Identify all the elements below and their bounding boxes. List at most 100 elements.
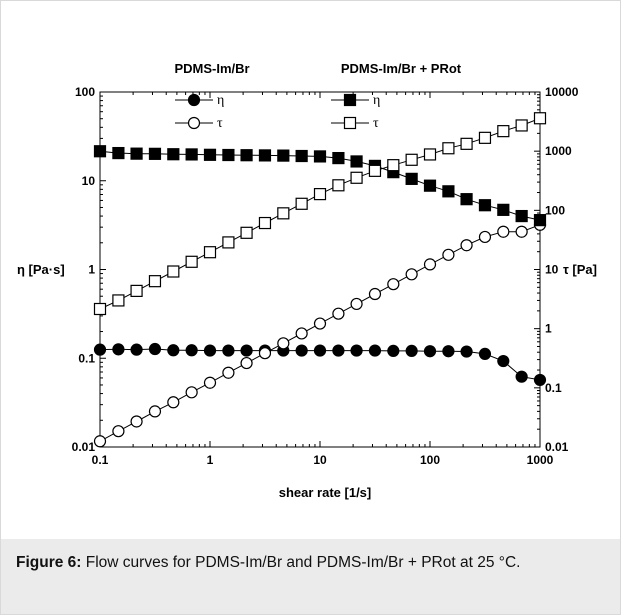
caption-label: Figure 6: (16, 554, 82, 571)
data-point (93, 302, 107, 316)
data-point (332, 151, 345, 165)
data-point (533, 373, 547, 387)
data-point (185, 344, 198, 357)
y-left-tick-label: 0.1 (78, 351, 95, 365)
data-point (478, 230, 492, 244)
data-point (112, 425, 125, 438)
x-tick-label: 0.1 (92, 453, 109, 467)
x-tick-label: 1 (207, 453, 214, 467)
data-point (240, 149, 253, 162)
data-point (203, 246, 217, 259)
y-right-tick-label: 0.01 (545, 440, 569, 454)
data-point (497, 125, 510, 138)
data-point (167, 396, 180, 409)
data-point (240, 356, 253, 370)
data-point (387, 159, 400, 172)
data-point (185, 386, 198, 399)
axes-layer: 0.1 1 10 100 10000.010.11101000.010.11101001… (72, 85, 579, 467)
y-left-axis-title: η [Pa·s] (17, 262, 65, 277)
data-point (222, 236, 235, 249)
legend-group-title: PDMS-Im/Br (174, 61, 249, 76)
data-point (442, 248, 455, 261)
y-right-tick-label: 0.1 (545, 381, 562, 395)
legend-label: τ (217, 116, 223, 131)
data-point (258, 149, 272, 162)
data-point (350, 344, 363, 357)
data-point (423, 179, 437, 192)
data-point (515, 225, 528, 238)
legend-marker (343, 93, 357, 107)
data-point (460, 137, 473, 150)
caption-text: Flow curves for PDMS-Im/Br and PDMS-Im/B… (81, 554, 521, 571)
data-point (423, 148, 437, 161)
data-point (130, 284, 143, 297)
data-point (240, 226, 253, 239)
series-layer (93, 112, 547, 448)
data-point (313, 317, 327, 330)
data-point (93, 435, 107, 448)
data-point (405, 344, 418, 358)
data-point (203, 344, 217, 357)
series-3 (93, 112, 547, 316)
data-point (442, 185, 455, 198)
y-left-tick-label: 1 (88, 263, 95, 277)
data-point (258, 216, 272, 230)
data-point (368, 164, 382, 177)
data-point (478, 347, 492, 360)
data-point (460, 239, 473, 252)
data-point (148, 342, 162, 356)
data-point (313, 150, 327, 163)
data-point (405, 268, 418, 281)
data-point (222, 366, 235, 379)
legend-label: τ (373, 116, 379, 131)
data-point (93, 343, 107, 356)
data-point (332, 179, 345, 192)
data-point (295, 344, 308, 357)
data-point (130, 415, 143, 428)
y-left-tick-label: 10 (82, 174, 96, 188)
legend-marker (187, 116, 201, 130)
data-point (295, 197, 308, 210)
series-1 (93, 218, 547, 448)
data-point (460, 193, 473, 206)
data-point (222, 344, 235, 357)
data-point (130, 343, 143, 356)
data-point (460, 345, 473, 358)
data-point (185, 255, 198, 268)
figure-caption: Figure 6: Flow curves for PDMS-Im/Br and… (1, 539, 620, 614)
data-point (533, 214, 547, 227)
data-point (148, 147, 162, 160)
data-point (93, 145, 107, 158)
data-point (203, 376, 217, 389)
data-point (497, 225, 510, 238)
data-point (368, 344, 382, 357)
data-point (167, 344, 180, 357)
data-point (112, 294, 125, 307)
data-point (313, 188, 327, 201)
data-point (222, 148, 235, 162)
legend-group-title: PDMS-Im/Br + PRot (341, 61, 462, 76)
data-point (533, 112, 547, 125)
data-point (185, 148, 198, 161)
data-point (478, 131, 492, 144)
x-tick-label: 10 (313, 453, 327, 467)
data-point (515, 209, 528, 223)
y-right-tick-label: 10 (545, 263, 559, 277)
legend-marker (187, 93, 201, 107)
data-point (442, 345, 455, 358)
data-point (313, 344, 327, 357)
data-point (112, 146, 125, 160)
data-point (423, 258, 437, 271)
data-point (130, 147, 143, 160)
series-line (99, 117, 541, 310)
flow-curve-chart: 0.1 1 10 100 10000.010.11101000.010.11101001… (17, 61, 597, 500)
data-point (423, 345, 437, 358)
data-point (350, 155, 363, 168)
data-point (332, 307, 345, 320)
data-point (332, 344, 345, 357)
data-point (203, 148, 217, 161)
data-point (295, 149, 308, 163)
data-point (277, 207, 290, 220)
data-point (112, 343, 125, 356)
